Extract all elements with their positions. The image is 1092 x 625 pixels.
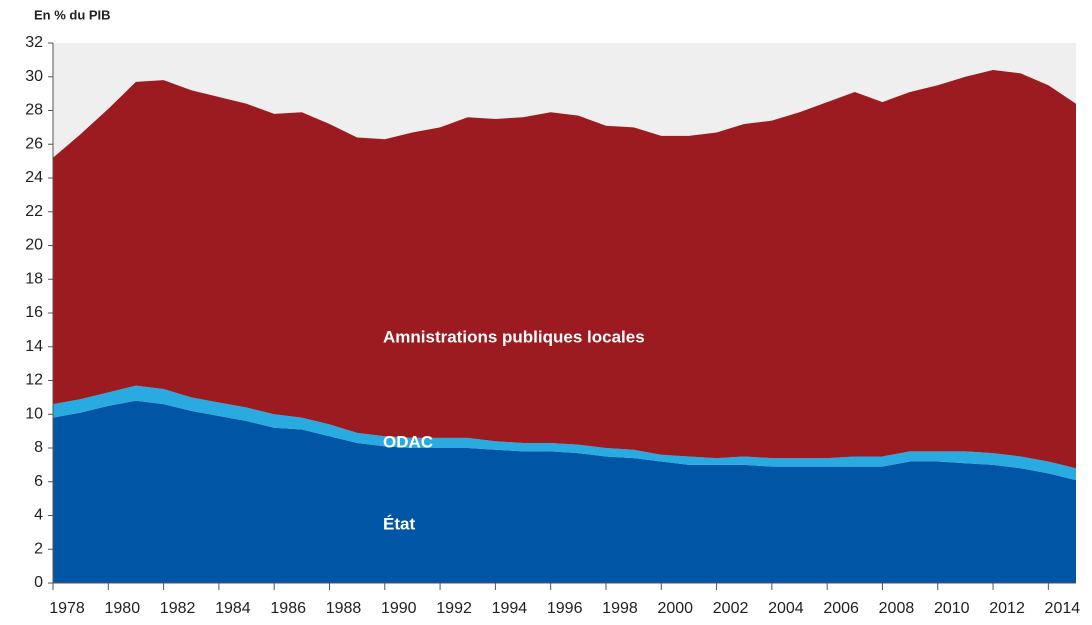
x-tick-label: 1982 [160,600,196,617]
x-tick-label: 1990 [381,600,417,617]
series-label: État [383,514,415,533]
x-tick-label: 2004 [768,600,804,617]
y-tick-label: 18 [25,270,43,287]
x-tick-label: 1980 [105,600,141,617]
x-tick-label: 2006 [823,600,859,617]
y-tick-label: 16 [25,304,43,321]
y-tick-label: 6 [34,473,43,490]
x-tick-label: 2000 [657,600,693,617]
area [53,70,1076,469]
x-tick-label: 2002 [713,600,749,617]
x-tick-label: 1978 [49,600,85,617]
x-tick-label: 1998 [602,600,638,617]
x-tick-label: 1984 [215,600,251,617]
y-tick-label: 4 [34,507,43,524]
series-label: Amnistrations publiques locales [383,327,645,346]
x-tick-label: 2010 [934,600,970,617]
y-tick-label: 28 [25,102,43,119]
x-tick-label: 2012 [989,600,1025,617]
y-tick-label: 26 [25,135,43,152]
x-tick-label: 1992 [436,600,472,617]
y-tick-label: 0 [34,574,43,591]
x-tick-label: 1996 [547,600,583,617]
area [53,385,1076,481]
y-tick-label: 2 [34,540,43,557]
x-tick-label: 1986 [270,600,306,617]
y-tick-label: 20 [25,237,43,254]
y-tick-label: 12 [25,372,43,389]
y-tick-label: 22 [25,203,43,220]
y-tick-label: 24 [25,169,43,186]
x-tick-label: 1988 [326,600,362,617]
y-axis-title: En % du PIB [34,7,111,22]
y-tick-label: 14 [25,338,43,355]
y-tick-label: 10 [25,405,43,422]
x-tick-label: 1994 [492,600,528,617]
y-tick-label: 32 [25,34,43,51]
x-tick-label: 2014 [1045,600,1081,617]
y-tick-label: 8 [34,439,43,456]
y-tick-label: 30 [25,68,43,85]
area [53,400,1076,583]
x-tick-label: 2008 [879,600,915,617]
series-label: ODAC [383,432,433,451]
